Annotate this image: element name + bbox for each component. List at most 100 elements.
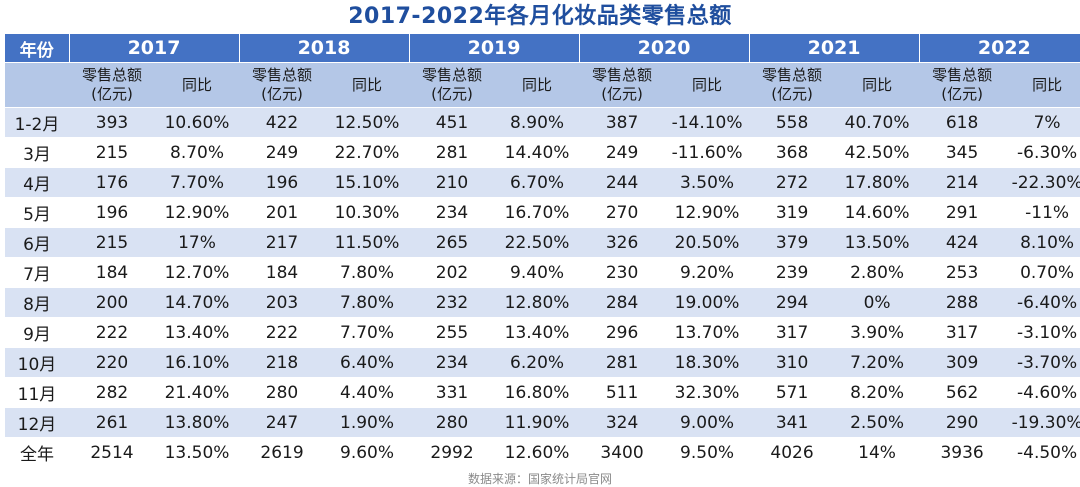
- table-row: 11月 282 21.40% 280 4.40% 331 16.80% 511 32.30% 57…: [5, 377, 1080, 408]
- value-header-line2: (亿元): [91, 85, 133, 103]
- value-header-line2: (亿元): [261, 85, 303, 103]
- value-cell: 217: [239, 227, 326, 258]
- yoy-cell: 2.80%: [835, 257, 920, 288]
- yoy-cell: 18.30%: [665, 347, 750, 378]
- yoy-cell: 40.70%: [835, 107, 920, 138]
- page-title: 2017-2022年各月化妆品类零售总额: [348, 4, 732, 29]
- yoy-cell: -19.30%: [1005, 407, 1080, 438]
- yoy-cell: -6.40%: [1005, 287, 1080, 318]
- yoy-cell: 4.40%: [325, 377, 410, 408]
- yoy-cell: 12.50%: [325, 107, 410, 138]
- month-cell: 6月: [5, 227, 69, 258]
- yoy-header: 同比: [495, 62, 580, 108]
- yoy-cell: 0.70%: [1005, 257, 1080, 288]
- yoy-cell: 9.00%: [665, 407, 750, 438]
- month-cell: 7月: [5, 257, 69, 288]
- yoy-cell: 9.50%: [665, 437, 750, 467]
- month-cell: 全年: [5, 437, 69, 467]
- value-cell: 2514: [69, 437, 155, 467]
- value-cell: 239: [749, 257, 836, 288]
- value-cell: 201: [239, 197, 326, 228]
- yoy-cell: 17.80%: [835, 167, 920, 198]
- value-cell: 2992: [409, 437, 496, 467]
- year-header: 2020: [578, 34, 750, 63]
- yoy-cell: 1.90%: [325, 407, 410, 438]
- yoy-cell: 6.40%: [325, 347, 410, 378]
- value-cell: 511: [579, 377, 666, 408]
- value-header-line2: (亿元): [431, 85, 473, 103]
- yoy-cell: 16.80%: [495, 377, 580, 408]
- yoy-cell: 7.80%: [325, 257, 410, 288]
- value-cell: 230: [579, 257, 666, 288]
- yoy-cell: 7.20%: [835, 347, 920, 378]
- value-cell: 218: [239, 347, 326, 378]
- value-header: 零售总额 (亿元): [749, 62, 836, 108]
- yoy-cell: 13.50%: [835, 227, 920, 258]
- yoy-cell: 20.50%: [665, 227, 750, 258]
- yoy-cell: 12.60%: [495, 437, 580, 467]
- yoy-cell: 8.90%: [495, 107, 580, 138]
- yoy-cell: 8.10%: [1005, 227, 1080, 258]
- value-header-line1: 零售总额: [252, 66, 313, 84]
- yoy-cell: 13.50%: [155, 437, 240, 467]
- table-row: 5月 196 12.90% 201 10.30% 234 16.70% 270 12.90% 31…: [5, 197, 1080, 228]
- yoy-cell: 13.40%: [155, 317, 240, 348]
- value-cell: 249: [579, 137, 666, 168]
- month-cell: 12月: [5, 407, 69, 438]
- value-header-line1: 零售总额: [762, 66, 823, 84]
- table-row: 7月 184 12.70% 184 7.80% 202 9.40% 230 9.20% 239 2.…: [5, 257, 1080, 288]
- value-cell: 379: [749, 227, 836, 258]
- yoy-cell: 22.50%: [495, 227, 580, 258]
- value-cell: 249: [239, 137, 326, 168]
- value-cell: 270: [579, 197, 666, 228]
- yoy-cell: 14.70%: [155, 287, 240, 318]
- table-row: 4月 176 7.70% 196 15.10% 210 6.70% 244 3.50% 272 17…: [5, 167, 1080, 198]
- value-cell: 562: [919, 377, 1006, 408]
- value-cell: 317: [919, 317, 1006, 348]
- value-cell: 272: [749, 167, 836, 198]
- yoy-cell: 8.20%: [835, 377, 920, 408]
- value-cell: 210: [409, 167, 496, 198]
- yoy-header: 同比: [325, 62, 410, 108]
- value-cell: 280: [239, 377, 326, 408]
- month-cell: 4月: [5, 167, 69, 198]
- value-header-line2: (亿元): [601, 85, 643, 103]
- yoy-cell: 12.80%: [495, 287, 580, 318]
- value-cell: 255: [409, 317, 496, 348]
- value-cell: 281: [409, 137, 496, 168]
- yoy-cell: -3.70%: [1005, 347, 1080, 378]
- yoy-cell: 13.70%: [665, 317, 750, 348]
- yoy-cell: 6.20%: [495, 347, 580, 378]
- yoy-cell: 15.10%: [325, 167, 410, 198]
- value-cell: 215: [69, 227, 155, 258]
- source-note: 数据来源：国家统计局官网: [467, 472, 612, 486]
- table-row: 12月 261 13.80% 247 1.90% 280 11.90% 324 9.00% 341…: [5, 407, 1080, 438]
- year-header: 2021: [748, 34, 920, 63]
- yoy-cell: 7.80%: [325, 287, 410, 318]
- sales-table: 年份 2017 2018 2019 2020 2021 2022 零售总额 (亿元…: [5, 34, 1080, 467]
- yoy-cell: 17%: [155, 227, 240, 258]
- month-cell: 9月: [5, 317, 69, 348]
- value-cell: 309: [919, 347, 1006, 378]
- value-cell: 284: [579, 287, 666, 318]
- yoy-cell: 13.40%: [495, 317, 580, 348]
- value-header-line2: (亿元): [771, 85, 813, 103]
- month-cell: 3月: [5, 137, 69, 168]
- value-cell: 387: [579, 107, 666, 138]
- value-cell: 247: [239, 407, 326, 438]
- yoy-cell: 13.80%: [155, 407, 240, 438]
- metric-header-row: 零售总额 (亿元) 同比 零售总额 (亿元) 同比 零售总额 (亿元) 同比 零售总额…: [5, 62, 1080, 108]
- value-cell: 244: [579, 167, 666, 198]
- yoy-cell: 3.50%: [665, 167, 750, 198]
- yoy-cell: 7%: [1005, 107, 1080, 138]
- value-cell: 214: [919, 167, 1006, 198]
- yoy-header: 同比: [835, 62, 920, 108]
- value-cell: 261: [69, 407, 155, 438]
- yoy-cell: 7.70%: [325, 317, 410, 348]
- value-header-line1: 零售总额: [422, 66, 483, 84]
- value-cell: 310: [749, 347, 836, 378]
- year-header: 2018: [238, 34, 410, 63]
- yoy-cell: 3.90%: [835, 317, 920, 348]
- value-header-line1: 零售总额: [932, 66, 993, 84]
- value-cell: 296: [579, 317, 666, 348]
